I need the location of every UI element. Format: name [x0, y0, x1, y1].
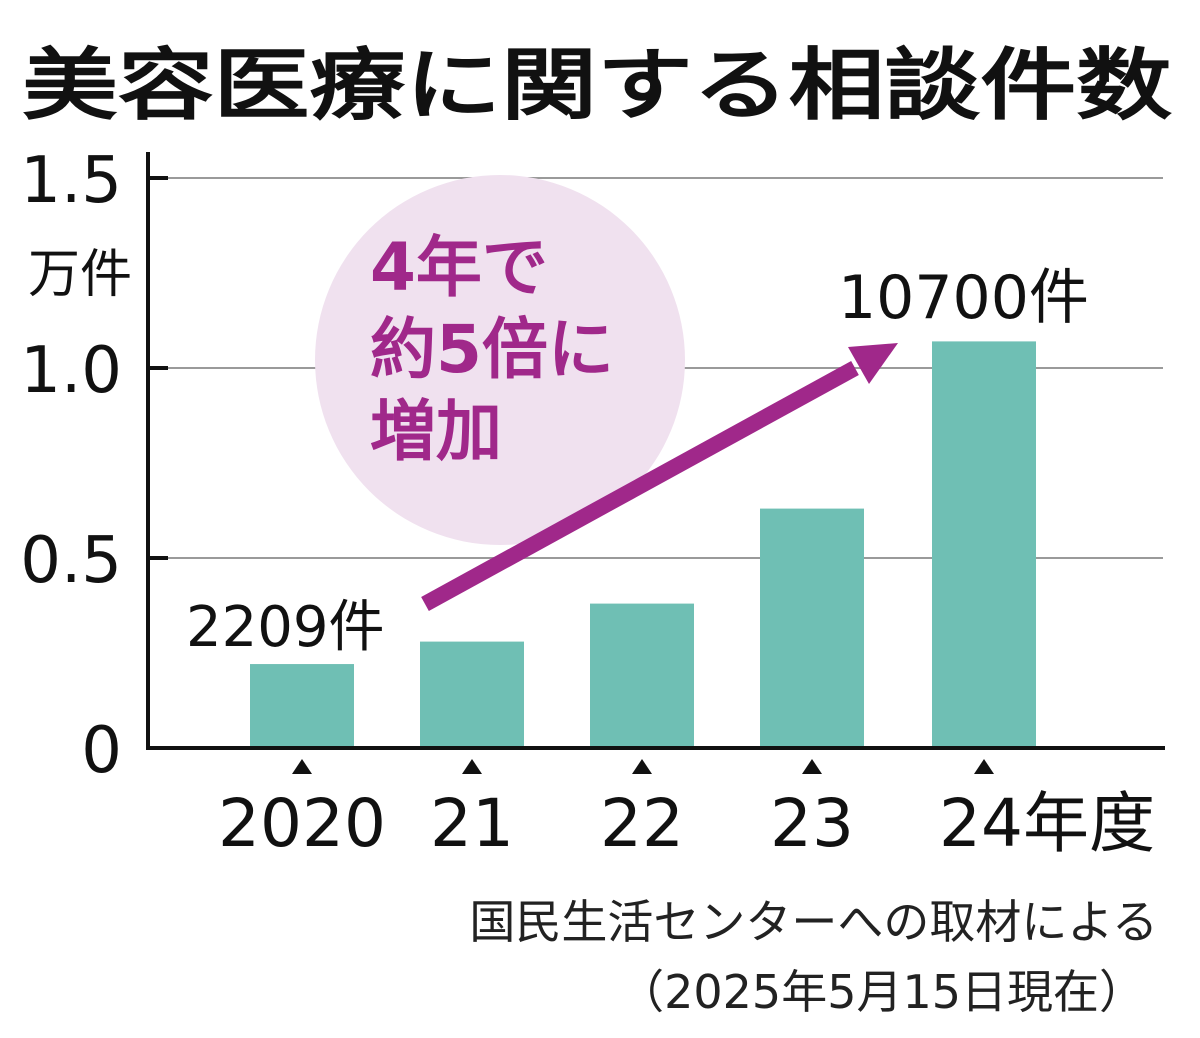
x-tick-label: 23: [770, 785, 854, 862]
source-date: （2025年5月15日現在）: [618, 965, 1145, 1019]
y-tick-label: 0: [81, 714, 122, 788]
x-tick-label: 2020: [218, 785, 386, 862]
callout-circle: [315, 175, 685, 545]
bar: [590, 603, 694, 748]
x-tick-label: 22: [600, 785, 684, 862]
callout-line-3: 増加: [370, 393, 502, 470]
x-tick-marker: [292, 759, 312, 774]
callout-line-1: 4年で: [370, 229, 548, 306]
y-tick-label: 0.5: [20, 524, 122, 598]
bar: [250, 664, 354, 748]
y-ticks: 0 0.5 1.0 1.5: [20, 144, 168, 788]
x-tick-marker: [632, 759, 652, 774]
bar: [760, 508, 864, 748]
x-tick-marker: [974, 759, 994, 774]
bar: [932, 341, 1036, 748]
chart-title: 美容医療に関する相談件数: [22, 41, 1172, 131]
source-note: 国民生活センターへの取材による: [469, 895, 1158, 949]
y-tick-label: 1.5: [20, 144, 122, 218]
bar: [420, 641, 524, 748]
data-label-end: 10700件: [838, 263, 1089, 333]
x-tick-marker: [462, 759, 482, 774]
x-tick-label: 21: [430, 785, 514, 862]
x-tick-marker: [802, 759, 822, 774]
callout-line-2: 約5倍に: [370, 311, 614, 388]
x-ticks: 2020 21 22 23 24年度: [218, 759, 1155, 862]
bars: [250, 341, 1036, 748]
trend-arrow-shaft: [421, 360, 859, 612]
y-tick-label: 1.0: [20, 334, 122, 408]
y-axis-unit-label: 万件: [28, 245, 132, 305]
trend-arrow-head: [848, 343, 898, 384]
data-label-start: 2209件: [186, 595, 385, 660]
x-tick-label: 24年度: [939, 785, 1155, 862]
